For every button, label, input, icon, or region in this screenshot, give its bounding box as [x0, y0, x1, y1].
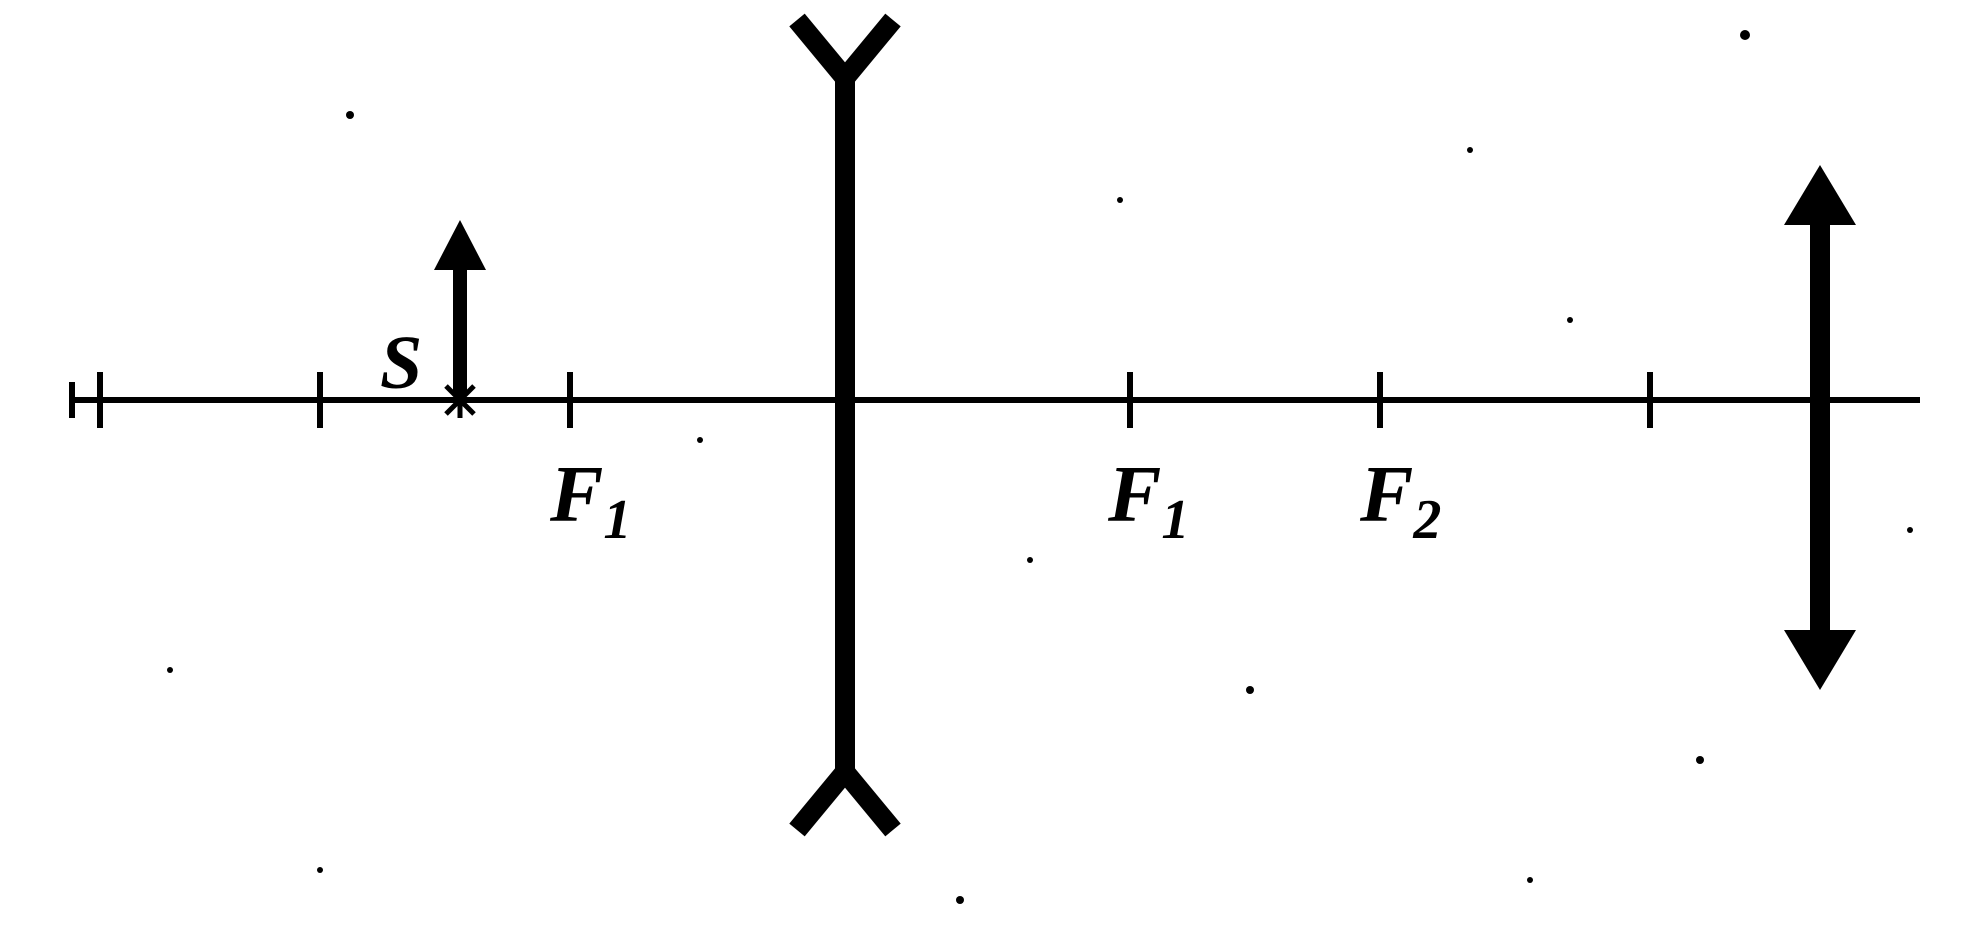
speckle: [1117, 197, 1123, 203]
speckle: [697, 437, 703, 443]
speckle: [317, 867, 323, 873]
label-F2-sub: 2: [1413, 489, 1441, 551]
speckle: [1467, 147, 1473, 153]
speckle: [167, 667, 173, 673]
object-S-arrowhead: [434, 220, 486, 270]
optics-diagram: [0, 0, 1970, 940]
label-F1-left: F1: [550, 450, 631, 552]
label-F1-left-base: F: [550, 451, 603, 539]
speckle: [956, 896, 964, 904]
speckle: [1696, 756, 1704, 764]
speckle: [1527, 877, 1533, 883]
label-F1-left-sub: 1: [603, 489, 631, 551]
speckle: [1907, 527, 1913, 533]
converging-lens-bottom-head: [1784, 630, 1856, 690]
label-F1-right-sub: 1: [1161, 489, 1189, 551]
diverging-lens-bottom-tail: [797, 772, 845, 830]
speckle: [1567, 317, 1573, 323]
label-F2: F2: [1360, 450, 1441, 552]
speckle: [1246, 686, 1254, 694]
speckle: [346, 111, 354, 119]
converging-lens-top-head: [1784, 165, 1856, 225]
diverging-lens-top-tail: [797, 20, 845, 78]
diverging-lens-bottom-tail: [845, 772, 893, 830]
label-S: S: [380, 320, 422, 407]
label-F1-right-base: F: [1108, 451, 1161, 539]
diverging-lens-top-tail: [845, 20, 893, 78]
speckle: [1740, 30, 1750, 40]
label-S-text: S: [380, 321, 422, 405]
speckle: [1027, 557, 1033, 563]
label-F2-base: F: [1360, 451, 1413, 539]
label-F1-right: F1: [1108, 450, 1189, 552]
